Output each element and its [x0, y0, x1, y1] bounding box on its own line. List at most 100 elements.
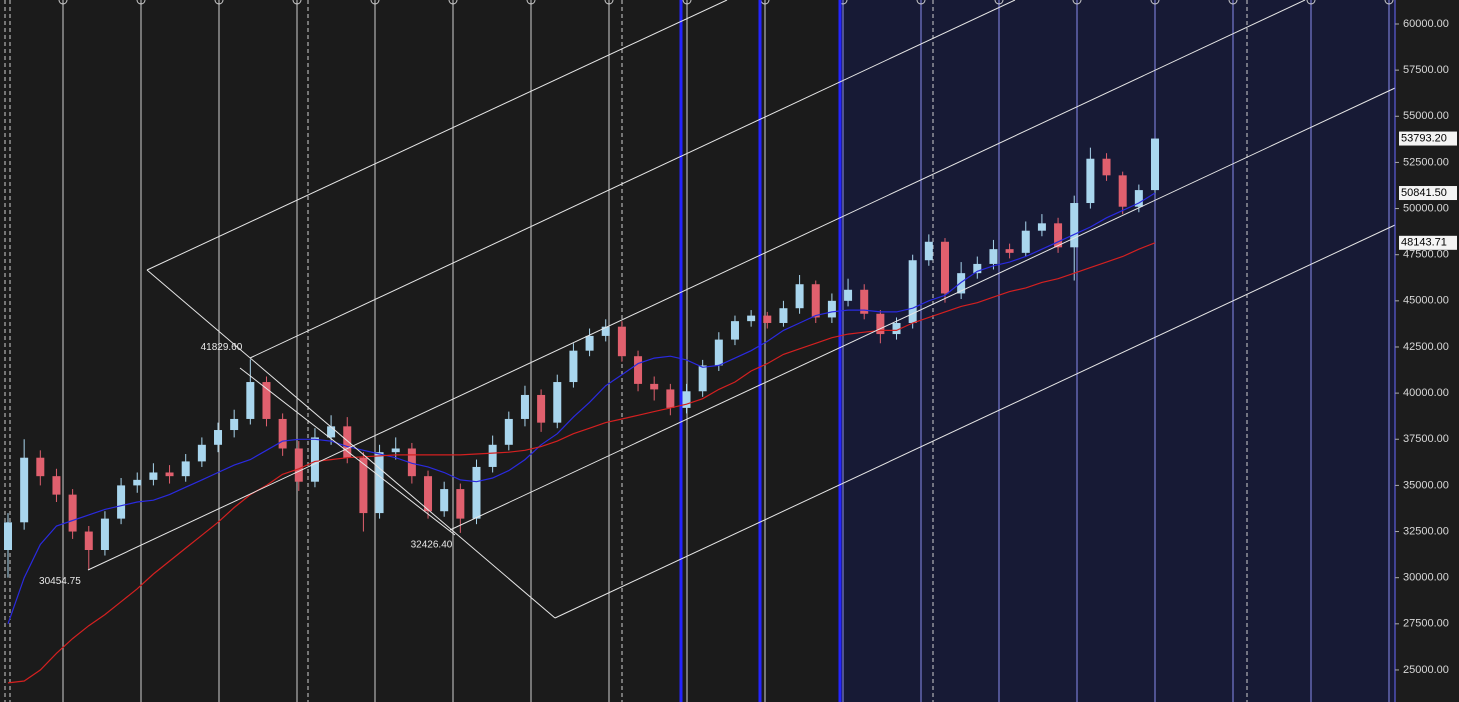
candle-body [1005, 249, 1014, 253]
candle-body [1102, 158, 1111, 176]
y-axis: 25000.00 27500.00 30000.00 32500.00 35000.00… [1395, 18, 1457, 676]
candle-body [36, 457, 45, 477]
candle-body [214, 430, 223, 445]
y-tick-label: 30000.00 [1403, 572, 1449, 584]
y-tick-label: 27500.00 [1403, 618, 1449, 630]
candle-body [730, 321, 739, 340]
candle-body [359, 457, 368, 514]
cycle-handle [682, 0, 692, 5]
candle-body [763, 315, 772, 323]
candle-body [488, 444, 497, 467]
candle-body [52, 476, 61, 495]
trend-line [146, 0, 728, 271]
candle-body [553, 382, 562, 423]
candle-body [391, 448, 400, 453]
cycle-handle [1384, 0, 1394, 5]
candle-body [133, 479, 142, 486]
y-tick-label: 47500.00 [1403, 249, 1449, 261]
candle-body [327, 426, 336, 438]
price-tag-label: 50841.50 [1401, 187, 1447, 199]
cycle-handle [994, 0, 1004, 5]
candle-body [650, 383, 659, 390]
trend-lines [87, 0, 1396, 619]
price-tag [1399, 131, 1457, 146]
y-tick-label: 60000.00 [1403, 18, 1449, 30]
candle-body [973, 263, 982, 274]
cycle-handle [370, 0, 380, 5]
candle-body [811, 284, 820, 318]
price-annotation: 41829.60 [201, 342, 243, 353]
candle-body [504, 418, 513, 445]
cycle-handle [604, 0, 614, 5]
ma-line [7, 242, 1156, 684]
candle-body [84, 531, 93, 550]
candle-body [585, 335, 594, 351]
candle-body [343, 426, 352, 458]
candle-body [4, 522, 12, 550]
candle-body [1070, 203, 1079, 248]
cycle-handle [916, 0, 926, 5]
trend-line [554, 224, 1396, 619]
y-tick-label: 25000.00 [1403, 664, 1449, 676]
candle-body [908, 260, 917, 323]
candle-body [424, 476, 433, 512]
candle-body [472, 466, 481, 519]
price-tag [1399, 235, 1457, 250]
candle-body [440, 489, 449, 512]
candle-body [100, 518, 109, 550]
cycle-handle [526, 0, 536, 5]
price-tag [1399, 186, 1457, 201]
candle-body [1151, 138, 1159, 191]
candle-body [747, 315, 756, 322]
price-tag-label: 53793.20 [1401, 132, 1447, 144]
candle-body [844, 289, 853, 301]
candle-body [940, 241, 949, 294]
candle-body [149, 472, 158, 480]
candle-body [714, 339, 723, 366]
cycle-handle [1072, 0, 1082, 5]
trend-line [239, 367, 456, 536]
cycle-handle [1150, 0, 1160, 5]
candle-body [68, 494, 77, 532]
axis-background [1395, 0, 1459, 702]
cycle-handle [838, 0, 848, 5]
candle-body [698, 365, 707, 392]
price-annotation: 30454.75 [39, 576, 81, 587]
candle-body [1021, 230, 1030, 253]
candle-body [1134, 190, 1143, 207]
ma-line [7, 192, 1156, 624]
candle-body [795, 284, 804, 309]
candle-body [230, 418, 239, 431]
candle-body [860, 289, 869, 314]
y-tick-label: 45000.00 [1403, 295, 1449, 307]
candle-body [827, 300, 836, 318]
candle-body [537, 394, 546, 423]
candle-body [165, 472, 174, 477]
candle-body [617, 326, 626, 357]
trend-line [249, 0, 1016, 359]
y-tick-label: 55000.00 [1403, 110, 1449, 122]
y-tick-label: 42500.00 [1403, 341, 1449, 353]
candle-body [1086, 158, 1095, 204]
y-tick-label: 57500.00 [1403, 64, 1449, 76]
candle-body [569, 350, 578, 383]
candle-body [682, 391, 691, 408]
trend-line [146, 269, 556, 619]
y-tick-label: 35000.00 [1403, 479, 1449, 491]
candle-body [278, 418, 287, 449]
candle-body [407, 448, 416, 477]
price-annotation: 32426.40 [411, 540, 453, 551]
cycle-handle [760, 0, 770, 5]
candle-body [310, 437, 319, 482]
candle-body [117, 485, 126, 519]
candle-body [601, 326, 610, 336]
trend-line [449, 87, 1396, 531]
plot-background-highlight [840, 0, 1395, 702]
cycle-handle [1228, 0, 1238, 5]
candle-body [779, 308, 788, 323]
cycle-handle [214, 0, 224, 5]
y-tick-label: 52500.00 [1403, 156, 1449, 168]
candle-body [20, 457, 29, 523]
candle-body [520, 394, 529, 419]
